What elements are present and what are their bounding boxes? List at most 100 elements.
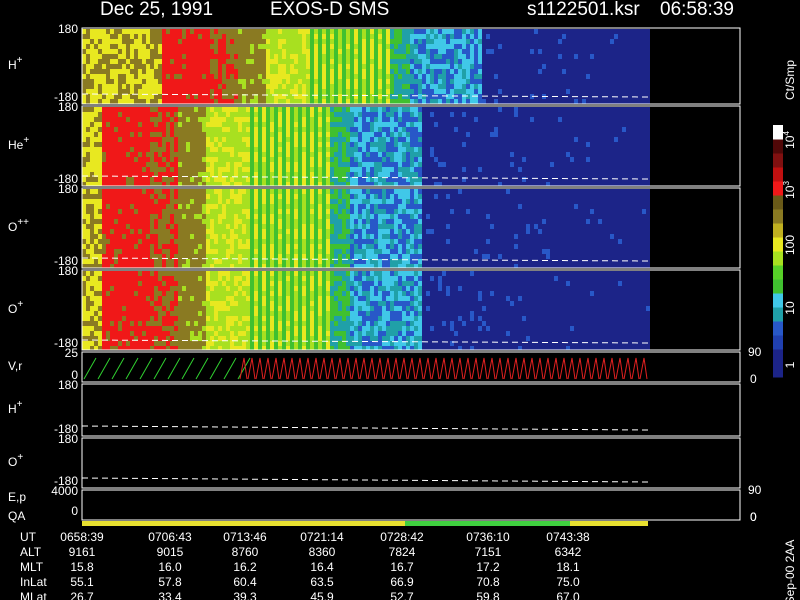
spectrogram-cell <box>238 79 242 84</box>
spectrogram-cell <box>514 132 518 137</box>
spectrogram-cell <box>130 132 134 137</box>
spectrogram-cell <box>530 137 534 142</box>
spectrogram-cell <box>342 34 346 39</box>
spectrogram-cell <box>562 132 566 137</box>
spectrogram-cell <box>322 107 326 112</box>
spectrogram-cell <box>86 94 90 99</box>
spectrogram-cell <box>162 182 166 186</box>
spectrogram-cell <box>382 79 386 84</box>
spectrogram-cell <box>634 79 638 84</box>
spectrogram-cell <box>366 59 370 64</box>
spectrogram-cell <box>122 127 126 132</box>
spectrogram-cell <box>458 137 462 142</box>
spectrogram-cell <box>478 74 482 79</box>
spectrogram-cell <box>326 172 330 177</box>
spectrogram-cell <box>422 59 426 64</box>
spectrogram-cell <box>578 117 582 122</box>
spectrogram-cell <box>126 194 130 199</box>
spectrogram-cell <box>138 199 142 204</box>
spectrogram-cell <box>310 167 314 172</box>
spectrogram-cell <box>522 44 526 49</box>
spectrogram-cell <box>194 189 198 194</box>
spectrogram-cell <box>498 107 502 112</box>
spectrogram-cell <box>454 89 458 94</box>
spectrogram-cell <box>98 137 102 142</box>
spectrogram-cell <box>638 162 642 167</box>
spectrogram-cell <box>118 49 122 54</box>
spectrogram-cell <box>574 127 578 132</box>
spectrogram-cell <box>474 44 478 49</box>
spectrogram-cell <box>530 107 534 112</box>
spectrogram-cell <box>246 59 250 64</box>
spectrogram-cell <box>238 84 242 89</box>
spectrogram-cell <box>310 182 314 186</box>
spectrogram-cell <box>598 132 602 137</box>
spectrogram-cell <box>182 137 186 142</box>
spectrogram-cell <box>166 49 170 54</box>
spectrogram-cell <box>354 107 358 112</box>
spectrogram-cell <box>630 167 634 172</box>
spectrogram-cell <box>138 209 142 214</box>
spectrogram-cell <box>262 147 266 152</box>
spectrogram-cell <box>242 157 246 162</box>
spectrogram-cell <box>466 64 470 69</box>
spectrogram-cell <box>298 79 302 84</box>
spectrogram-cell <box>174 219 178 224</box>
spectrogram-cell <box>334 142 338 147</box>
spectrogram-cell <box>374 177 378 182</box>
spectrogram-cell <box>86 127 90 132</box>
spectrogram-cell <box>338 54 342 59</box>
spectrogram-cell <box>482 127 486 132</box>
spectrogram-cell <box>534 89 538 94</box>
spectrogram-cell <box>618 107 622 112</box>
spectrogram-cell <box>642 74 646 79</box>
spectrogram-cell <box>82 189 86 194</box>
spectrogram-cell <box>378 79 382 84</box>
spectrogram-cell <box>326 177 330 182</box>
spectrogram-cell <box>398 137 402 142</box>
spectrogram-cell <box>502 84 506 89</box>
spectrogram-cell <box>210 137 214 142</box>
spectrogram-cell <box>126 34 130 39</box>
spectrogram-cell <box>362 122 366 127</box>
spectrogram-cell <box>262 29 266 34</box>
spectrogram-cell <box>378 44 382 49</box>
spectrogram-cell <box>158 59 162 64</box>
spectrogram-cell <box>186 229 190 234</box>
spectrogram-cell <box>86 117 90 122</box>
spectrogram-cell <box>262 132 266 137</box>
spectrogram-cell <box>206 162 210 167</box>
spectrogram-cell <box>298 69 302 74</box>
spectrogram-cell <box>110 167 114 172</box>
spectrogram-cell <box>322 54 326 59</box>
spectrogram-cell <box>362 132 366 137</box>
spectrogram-cell <box>314 182 318 186</box>
spectrogram-cell <box>530 112 534 117</box>
spectrogram-cell <box>154 69 158 74</box>
spectrogram-cell <box>474 69 478 74</box>
spectrogram-cell <box>266 182 270 186</box>
spectrogram-cell <box>390 182 394 186</box>
spectrogram-cell <box>534 117 538 122</box>
spectrogram-cell <box>346 94 350 99</box>
colorbar-unit: Ct/Smp <box>783 60 797 100</box>
spectrogram-cell <box>270 127 274 132</box>
spectrogram-cell <box>190 162 194 167</box>
spectrogram-cell <box>470 79 474 84</box>
spectrogram-cell <box>142 122 146 127</box>
spectrogram-cell <box>106 249 110 254</box>
spectrogram-cell <box>346 29 350 34</box>
spectrogram-cell <box>262 59 266 64</box>
spectrogram-cell <box>582 127 586 132</box>
spectrogram-cell <box>218 189 222 194</box>
spectrogram-cell <box>106 84 110 89</box>
spectrogram-cell <box>154 249 158 254</box>
spectrogram-cell <box>210 142 214 147</box>
spectrogram-cell <box>526 49 530 54</box>
spectrogram-cell <box>298 177 302 182</box>
spectrogram-cell <box>482 117 486 122</box>
spectrogram-cell <box>426 99 430 104</box>
spectrogram-cell <box>606 157 610 162</box>
spectrogram-cell <box>546 117 550 122</box>
spectrogram-cell <box>386 29 390 34</box>
